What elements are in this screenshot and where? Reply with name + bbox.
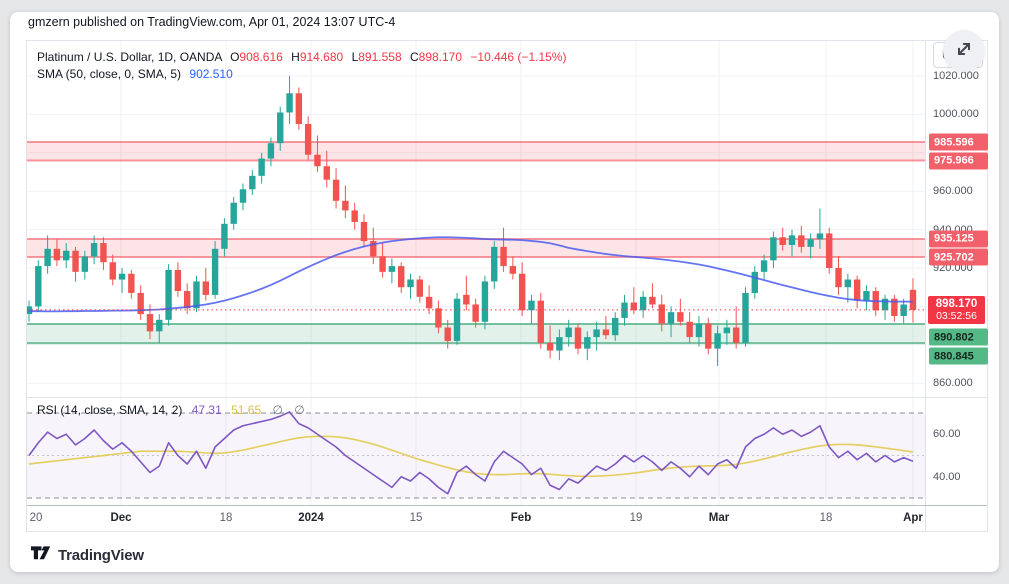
change-value: −10.446 (−1.15%) [470,50,567,64]
rsi-title[interactable]: RSI (14, close, SMA, 14, 2) [37,403,183,417]
open-value: 908.616 [239,50,283,64]
rsi-ma-value: 51.65 [231,403,262,417]
price-axis-label: 860.000 [933,377,973,390]
rsi-lower-band-value: ∅ [294,403,305,417]
support-level-label: 890.802 [929,328,988,346]
time-axis-label: Apr [903,512,923,524]
time-axis-label: Dec [110,512,132,524]
rsi-axis-label: 60.00 [933,428,961,441]
pane-separator[interactable] [27,397,987,398]
price-axis[interactable]: 1020.0001000.000960.000940.000920.000860… [925,41,988,531]
time-axis-label: 15 [409,512,423,524]
high-label: H [291,50,300,64]
symbol-legend: Platinum / U.S. Dollar, 1D, OANDA O908.6… [37,49,566,83]
expand-arrows-icon [954,39,974,64]
rsi-legend: RSI (14, close, SMA, 14, 2) 47.31 51.65 … [37,403,305,417]
footer-brand-bar[interactable]: TradingView [30,544,144,566]
time-axis-label: 20 [29,512,43,524]
open-label: O [230,50,240,64]
close-label: C [409,50,419,64]
sma-legend-row: SMA (50, close, 0, SMA, 5) 902.510 [37,66,566,83]
sma-title[interactable]: SMA (50, close, 0, SMA, 5) [37,67,182,81]
rsi-value: 47.31 [191,403,222,417]
time-axis-label: 2024 [298,512,324,524]
time-axis-label: 18 [819,512,833,524]
rsi-pane[interactable] [27,398,925,506]
publish-attribution: gmzern published on TradingView.com, Apr… [28,15,396,29]
resistance-level-label: 935.125 [929,230,988,248]
time-axis[interactable]: 20 Dec 18 2024 15 Feb 19 Mar 18 Apr [27,505,987,532]
close-value: 898.170 [418,50,463,64]
resistance-level-label: 985.596 [929,133,988,151]
resistance-level-label: 975.966 [929,152,988,170]
price-pane[interactable] [27,41,925,398]
time-axis-label: Feb [510,512,532,524]
low-value: 891.558 [358,50,402,64]
price-axis-label: 1020.000 [933,70,979,82]
sma-value: 902.510 [189,67,233,81]
resistance-level-label: 925.702 [929,248,988,266]
price-axis-label: 1000.000 [933,108,979,121]
time-axis-label: 18 [219,512,233,524]
support-level-label: 880.845 [929,347,988,365]
symbol-legend-row: Platinum / U.S. Dollar, 1D, OANDA O908.6… [37,49,566,66]
rsi-upper-band-value: ∅ [272,403,283,417]
low-label: L [351,50,359,64]
high-value: 914.680 [299,50,344,64]
last-price-label: 898.170 03:52:56 [928,295,985,324]
time-axis-label: Mar [708,512,730,524]
footer-brand-text: TradingView [58,546,144,564]
time-axis-label: 19 [629,512,643,524]
price-axis-label: 960.000 [933,185,973,198]
expand-button[interactable] [943,30,985,72]
rsi-axis-label: 40.00 [933,470,961,483]
bar-countdown: 03:52:56 [936,309,977,322]
chart-widget: Platinum / U.S. Dollar, 1D, OANDA O908.6… [26,40,988,532]
symbol-title[interactable]: Platinum / U.S. Dollar, 1D, OANDA [37,50,222,64]
tradingview-logo-icon [30,545,51,566]
last-price-value: 898.170 [935,297,978,310]
